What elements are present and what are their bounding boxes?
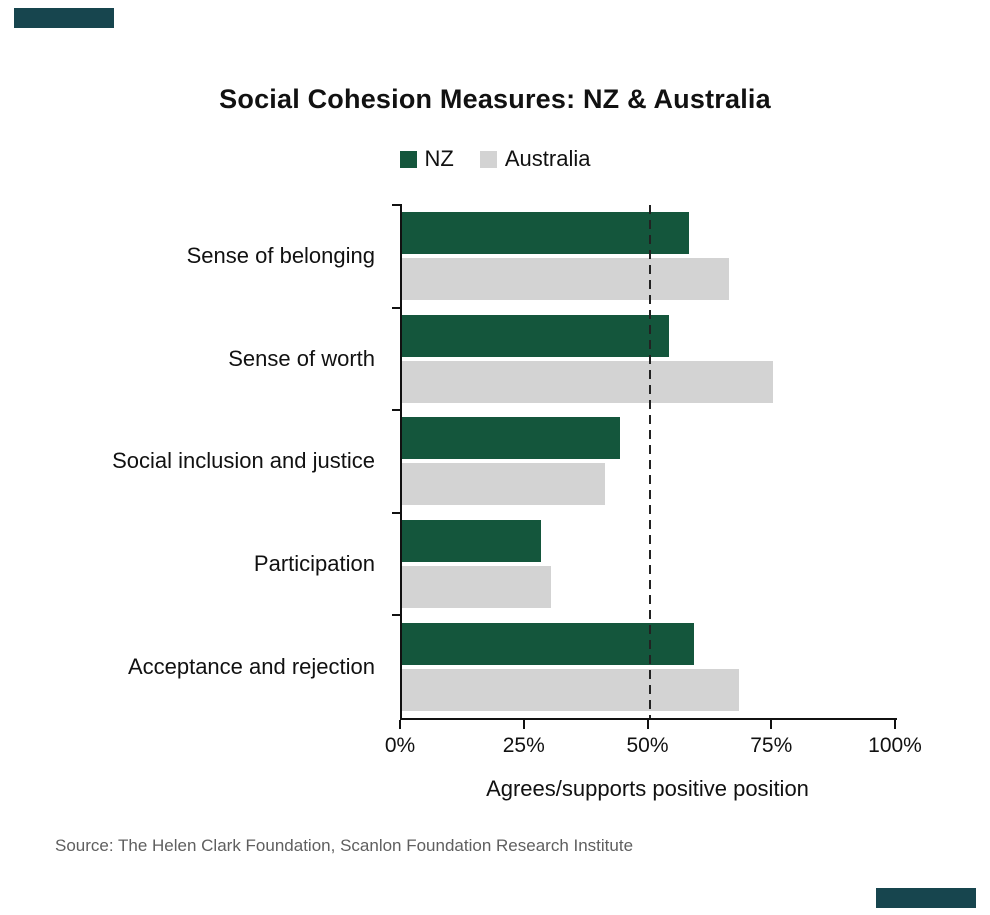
category-label: Sense of worth xyxy=(228,345,375,371)
category-label: Sense of belonging xyxy=(186,243,375,269)
bar-australia xyxy=(402,668,739,711)
bar-nz xyxy=(402,212,690,255)
legend-item-nz: NZ xyxy=(399,146,454,172)
accent-bar-bottom-right xyxy=(876,888,976,908)
bar-australia xyxy=(402,258,729,301)
accent-bar-top-left xyxy=(14,8,114,28)
x-tick xyxy=(770,720,773,729)
chart-group xyxy=(392,204,897,308)
bar-nz xyxy=(402,622,695,665)
chart-group xyxy=(392,306,897,411)
category-label: Social inclusion and justice xyxy=(112,448,375,474)
category-labels: Sense of belonging Sense of worth Social… xyxy=(0,205,375,718)
x-tick-label: 75% xyxy=(750,734,793,757)
chart-title: Social Cohesion Measures: NZ & Australia xyxy=(219,84,771,114)
x-axis-ticks xyxy=(399,720,896,729)
x-tick xyxy=(646,720,649,729)
legend-item-australia: Australia xyxy=(479,146,591,172)
reference-line-50pct xyxy=(648,205,651,718)
x-tick-label: 25% xyxy=(502,734,545,757)
bar-australia xyxy=(402,566,551,609)
x-tick-label: 50% xyxy=(626,734,669,757)
legend-label-australia: Australia xyxy=(504,146,591,171)
bar-nz xyxy=(402,520,541,563)
x-axis-title: Agrees/supports positive position xyxy=(486,776,809,801)
x-tick xyxy=(399,720,401,729)
x-tick xyxy=(894,720,896,729)
chart-group xyxy=(392,511,897,616)
plot-area xyxy=(392,204,897,720)
legend-swatch-nz xyxy=(399,150,417,168)
chart-group xyxy=(392,409,897,513)
bar-nz xyxy=(402,417,620,460)
x-axis-tick-labels: 0% 25% 50% 75% 100% xyxy=(385,734,922,760)
x-tick xyxy=(522,720,525,729)
bar-australia xyxy=(402,360,774,403)
chart-group xyxy=(392,614,897,718)
legend-swatch-australia xyxy=(479,150,497,168)
bar-australia xyxy=(402,463,605,506)
bar-nz xyxy=(402,314,670,357)
x-tick-label: 0% xyxy=(384,734,416,757)
legend: NZ Australia xyxy=(0,146,990,172)
x-tick-label: 100% xyxy=(868,734,922,757)
source-note: Source: The Helen Clark Foundation, Scan… xyxy=(55,836,634,855)
category-label: Participation xyxy=(253,551,375,577)
legend-label-nz: NZ xyxy=(424,146,454,171)
category-label: Acceptance and rejection xyxy=(127,653,375,679)
